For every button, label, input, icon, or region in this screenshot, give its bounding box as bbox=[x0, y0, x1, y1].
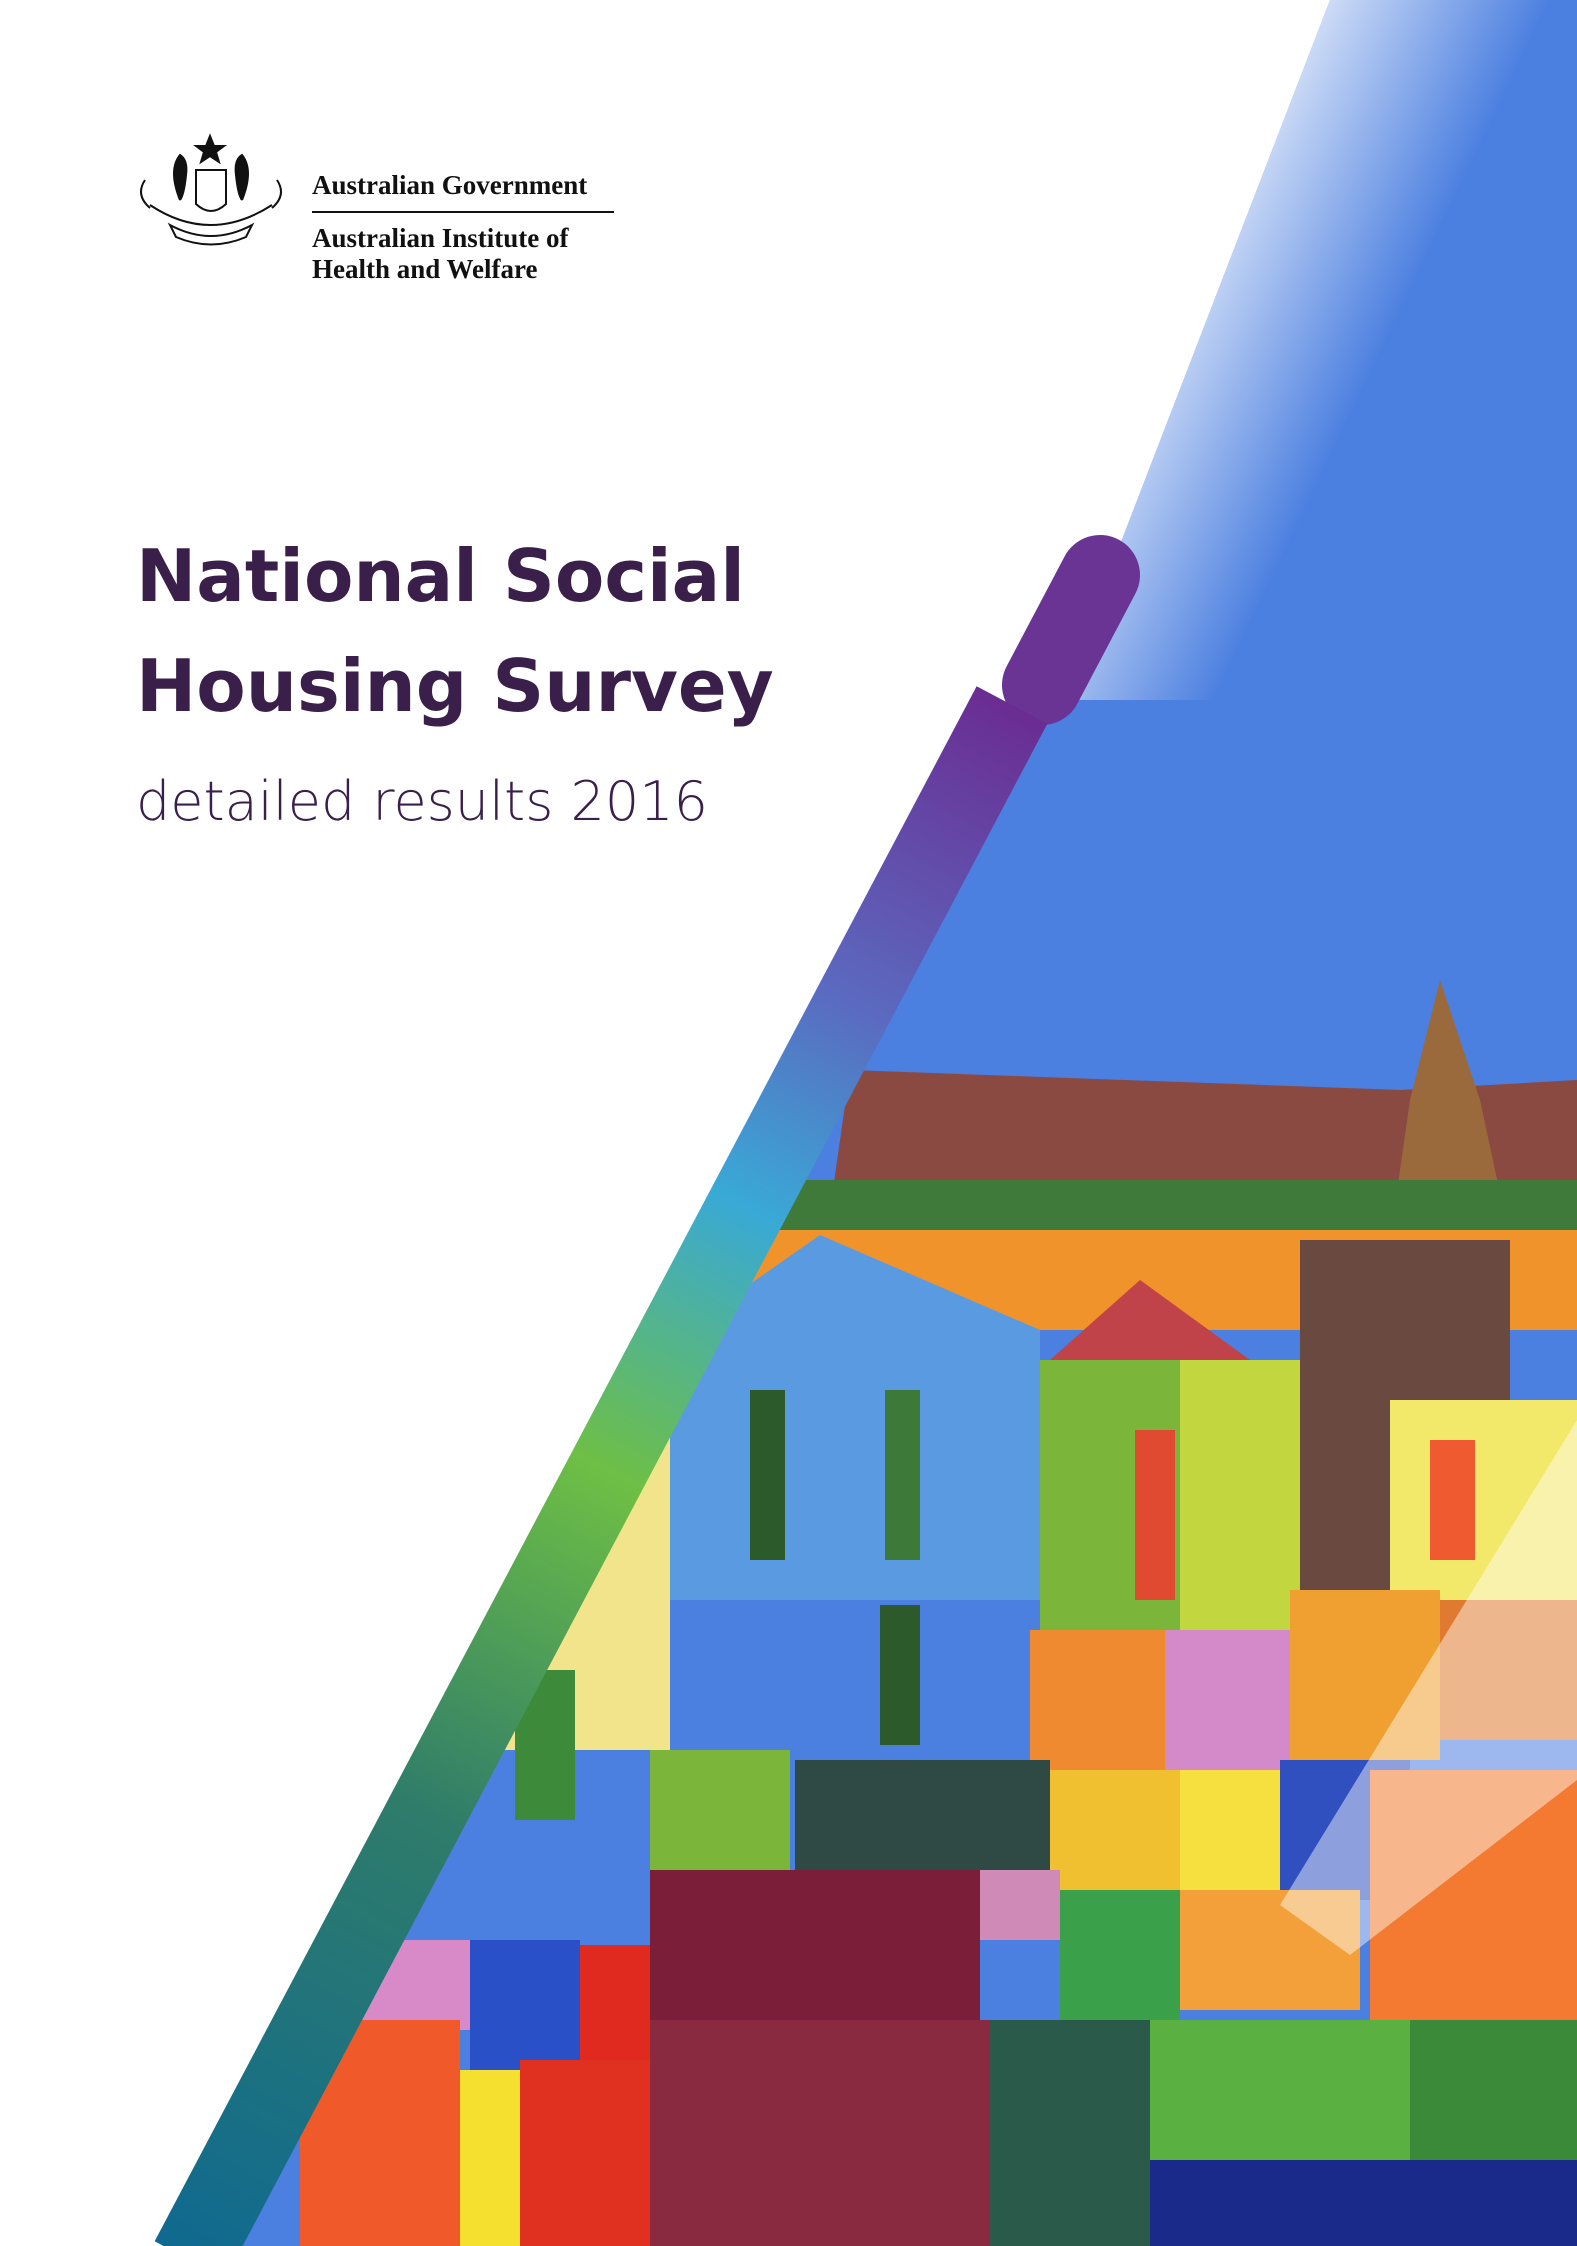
light-strip bbox=[1280, 1420, 1577, 1955]
accent-square bbox=[1002, 535, 1140, 725]
institute-line: Health and Welfare bbox=[312, 254, 538, 284]
government-name: Australian Government bbox=[312, 170, 587, 200]
coat-of-arms bbox=[140, 133, 282, 246]
title-line: National Social bbox=[136, 534, 745, 618]
accent-bar bbox=[154, 686, 1048, 2246]
title-line: Housing Survey bbox=[136, 644, 774, 728]
subtitle: detailed results 2016 bbox=[136, 770, 708, 833]
institute-line: Australian Institute of bbox=[312, 223, 570, 253]
